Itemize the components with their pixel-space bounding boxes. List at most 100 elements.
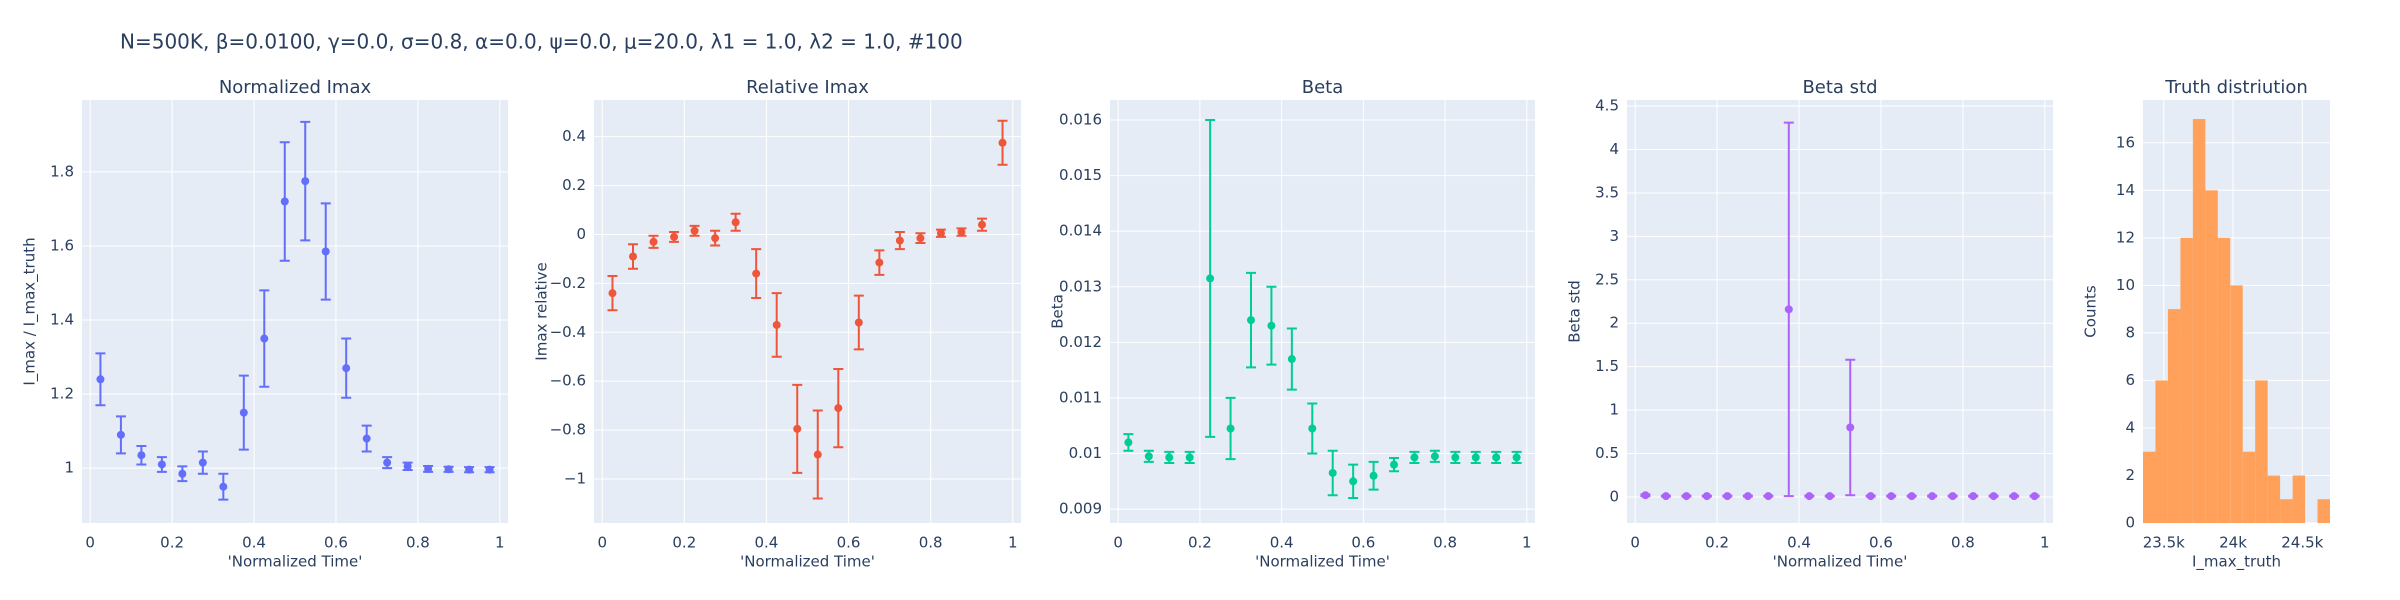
histogram-bar	[2217, 237, 2231, 523]
histogram-bar	[2155, 380, 2168, 523]
y-tick-label: 1.6	[50, 236, 74, 254]
point	[219, 482, 228, 491]
y-tick-label: 0.4	[562, 127, 586, 145]
x-tick-label: 1	[495, 534, 505, 552]
point	[1512, 453, 1521, 462]
y-tick-label: −0.2	[550, 274, 586, 292]
x-tick-label: 0.2	[1705, 534, 1729, 552]
subplot-title: Truth distriution	[2164, 77, 2308, 98]
point	[137, 451, 146, 460]
point	[444, 465, 453, 474]
point	[1682, 492, 1691, 501]
y-axis-title: Beta std	[1566, 280, 1584, 343]
histogram-bar	[2205, 190, 2218, 523]
point	[1702, 492, 1711, 501]
point	[772, 320, 781, 329]
x-tick-label: 0.2	[672, 534, 696, 552]
point	[465, 465, 474, 474]
x-tick-label: 0.6	[324, 534, 348, 552]
x-tick-label: 23.5k	[2143, 534, 2185, 552]
x-axis-title: 'Normalized Time'	[1773, 553, 1908, 571]
histogram-bar	[2317, 499, 2330, 523]
point	[1246, 316, 1255, 325]
point	[1825, 492, 1834, 501]
point	[670, 232, 679, 241]
x-tick-label: 0	[597, 534, 607, 552]
y-tick-label: 14	[2116, 181, 2135, 199]
point	[1743, 492, 1752, 501]
histogram-bar	[2267, 475, 2281, 523]
x-tick-label: 1	[1008, 534, 1018, 552]
point	[1267, 321, 1276, 330]
x-tick-label: 0.8	[919, 534, 943, 552]
x-tick-label: 0.8	[406, 534, 430, 552]
point	[1206, 274, 1215, 283]
y-axis-title: Beta	[1049, 294, 1067, 329]
y-axis-title: Imax relative	[533, 262, 551, 360]
y-tick-label: 1	[64, 459, 74, 477]
x-tick-label: 0	[1630, 534, 1640, 552]
point	[2030, 492, 2039, 501]
y-tick-label: 0.016	[1059, 111, 1102, 129]
point	[1723, 492, 1732, 501]
histogram-bar	[2280, 499, 2293, 523]
point	[1948, 492, 1957, 501]
point	[1969, 492, 1978, 501]
point	[1784, 305, 1793, 314]
point	[2010, 492, 2019, 501]
point	[383, 458, 392, 467]
plot-area	[82, 100, 508, 523]
y-tick-label: 4.5	[1595, 97, 1619, 115]
point	[116, 430, 125, 439]
y-tick-label: −0.8	[550, 421, 586, 439]
point	[813, 450, 822, 459]
point	[608, 289, 617, 298]
point	[1641, 491, 1650, 500]
y-tick-label: 0.015	[1059, 166, 1102, 184]
x-axis-title: 'Normalized Time'	[228, 553, 363, 571]
point	[1661, 492, 1670, 501]
y-tick-label: −0.4	[550, 323, 586, 341]
point	[1887, 492, 1896, 501]
y-tick-label: −0.6	[550, 372, 586, 390]
point	[916, 234, 925, 243]
x-tick-label: 1	[1522, 534, 1532, 552]
histogram-bar	[2192, 119, 2206, 524]
point	[895, 236, 904, 245]
histogram-bar	[2143, 451, 2156, 523]
x-tick-label: 0.4	[242, 534, 266, 552]
y-tick-label: 2	[1609, 314, 1619, 332]
point	[239, 408, 248, 417]
y-tick-label: 10	[2116, 276, 2135, 294]
point	[1451, 453, 1460, 462]
y-tick-label: −1	[564, 469, 586, 487]
point	[362, 434, 371, 443]
point	[936, 229, 945, 238]
point	[752, 269, 761, 278]
y-tick-label: 0.014	[1059, 222, 1102, 240]
y-tick-label: 0.009	[1059, 500, 1102, 518]
point	[1124, 438, 1133, 447]
point	[301, 177, 310, 186]
point	[1369, 471, 1378, 480]
y-tick-label: 1.8	[50, 162, 74, 180]
x-tick-label: 0.2	[160, 534, 184, 552]
y-tick-label: 0.01	[1069, 444, 1102, 462]
subplot-title: Relative Imax	[746, 77, 869, 98]
point	[280, 197, 289, 206]
histogram-bar	[2230, 285, 2243, 523]
point	[875, 258, 884, 267]
x-tick-label: 0.2	[1188, 534, 1212, 552]
y-tick-label: 0	[576, 225, 586, 243]
subplot-title: Beta	[1302, 77, 1344, 98]
x-tick-label: 0.4	[755, 534, 779, 552]
x-tick-label: 0.6	[1869, 534, 1893, 552]
plot-area	[594, 100, 1021, 523]
y-tick-label: 0.013	[1059, 277, 1102, 295]
x-axis-title: I_max_truth	[2192, 553, 2281, 572]
x-tick-label: 0.4	[1787, 534, 1811, 552]
subplot-title: Normalized Imax	[219, 77, 372, 98]
y-tick-label: 1.4	[50, 311, 74, 329]
x-axis-title: 'Normalized Time'	[740, 553, 875, 571]
point	[342, 364, 351, 373]
